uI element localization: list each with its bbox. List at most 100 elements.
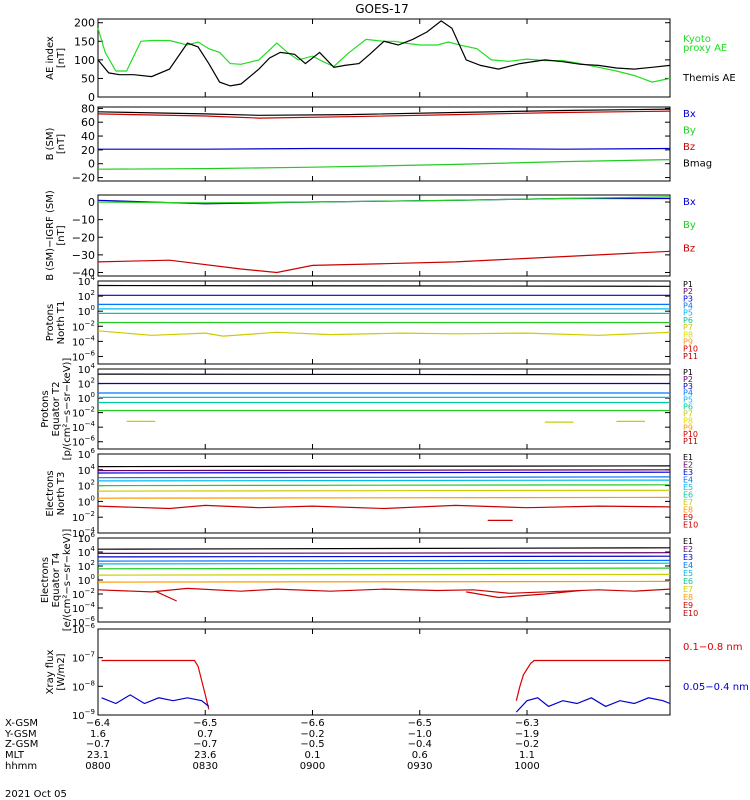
- y-tick-label: −30: [72, 249, 95, 262]
- panel-xray: 10−6 10−7 10−8 10−9 Xray flux[W/m2] 0.1−0.8 n…: [45, 622, 749, 722]
- series-line-e6: [97, 567, 671, 570]
- panel-frame: [97, 368, 671, 450]
- panel-frame: [97, 106, 671, 182]
- series-line-themis-ae: [97, 20, 671, 87]
- x-axis-row-label: Y-GSM: [4, 729, 37, 740]
- legend-label: E10: [683, 609, 698, 618]
- y-tick-label: −40: [72, 266, 95, 279]
- legend-label: Themis AE: [682, 73, 736, 84]
- y-tick-label: −10: [72, 214, 95, 227]
- y-axis-label: B (SM)−IGRF (SM)[nT]: [45, 190, 67, 281]
- y-tick-label: 0: [88, 158, 95, 171]
- x-tick-label: −0.2: [300, 729, 324, 740]
- legend-label: P1: [683, 368, 693, 377]
- x-axis-row-label: Z-GSM: [5, 739, 38, 750]
- legend-label: E5: [683, 483, 693, 492]
- y-tick-label: 0: [88, 196, 95, 209]
- legend-label: E3: [683, 553, 693, 562]
- legend-label: By: [683, 125, 696, 136]
- x-tick-label: 1.6: [90, 729, 106, 740]
- y-tick-label: 10−6: [72, 622, 96, 636]
- y-axis-label: Xray flux[W/m2]: [45, 650, 67, 695]
- series-line-p8: [97, 330, 671, 337]
- series-line-0-05-0-4-nm-b: [515, 697, 671, 713]
- series-line-e10a: [154, 590, 177, 602]
- y-tick-label: 40: [81, 130, 95, 143]
- x-tick-label: 0.1: [305, 750, 321, 761]
- date-label: 2021 Oct 05: [5, 789, 67, 800]
- legend-label: P8: [683, 416, 693, 425]
- y-tick-label: 60: [81, 116, 95, 129]
- x-tick-label: 0830: [193, 761, 218, 772]
- series-line-e7: [97, 573, 671, 576]
- series-line-e6: [97, 484, 671, 487]
- legend-label: P5: [683, 309, 693, 318]
- x-tick-label: −1.0: [408, 729, 432, 740]
- legend-label: P9: [683, 423, 693, 432]
- series-line-0-1-0-8-nm: [101, 659, 210, 710]
- y-tick-label: 106: [78, 531, 96, 545]
- x-tick-label: −6.6: [300, 718, 324, 729]
- x-tick-label: −0.7: [193, 739, 217, 750]
- series-line-e9: [97, 587, 671, 594]
- legend-label: By: [683, 220, 696, 231]
- x-tick-label: −0.7: [86, 739, 110, 750]
- y-tick-label: 102: [78, 479, 95, 493]
- legend-label: P2: [683, 375, 693, 384]
- y-tick-label: 102: [78, 289, 95, 303]
- series-line-0-05-0-4-nm: [101, 694, 210, 707]
- y-axis-label: ElectronsEquator T4[e/(cm²−s−sr−keV)]: [40, 529, 73, 632]
- legend-label: E4: [683, 476, 693, 485]
- series-line-e3: [97, 471, 671, 474]
- x-tick-label: −0.2: [515, 739, 539, 750]
- y-tick-label: 10−8: [72, 679, 95, 693]
- legend-label: P4: [683, 302, 693, 311]
- legend-label: E7: [683, 585, 693, 594]
- legend-label: P3: [683, 382, 693, 391]
- panel-frame: [97, 537, 671, 623]
- y-tick-label: 10−2: [72, 319, 95, 333]
- legend-label: E5: [683, 569, 693, 578]
- series-line-e1: [97, 465, 671, 468]
- legend-label: P7: [683, 323, 693, 332]
- legend-label: P6: [683, 316, 693, 325]
- y-tick-label: 10−2: [72, 510, 95, 524]
- x-axis-row-label: MLT: [5, 750, 25, 761]
- x-tick-label: 0930: [407, 761, 432, 772]
- legend-label: proxy AE: [683, 43, 727, 54]
- y-tick-label: −20: [72, 172, 95, 185]
- series-line-e7: [97, 489, 671, 492]
- series-line-bz: [97, 110, 671, 119]
- y-tick-label: 104: [78, 362, 96, 376]
- series-line-p1: [97, 373, 671, 376]
- y-tick-label: −20: [72, 231, 95, 244]
- legend-label: P3: [683, 294, 693, 303]
- x-tick-label: −0.5: [300, 739, 324, 750]
- panel-frame: [97, 194, 671, 277]
- legend-label: P4: [683, 389, 693, 398]
- series-line-e3: [97, 555, 671, 558]
- x-tick-label: 0900: [300, 761, 325, 772]
- series-line-e5: [97, 479, 671, 482]
- y-tick-label: 104: [78, 545, 96, 559]
- y-tick-label: 100: [78, 304, 95, 318]
- y-tick-label: 10−4: [72, 601, 96, 615]
- legend-label: E3: [683, 468, 693, 477]
- x-tick-label: 1.1: [519, 750, 535, 761]
- y-tick-label: 20: [81, 144, 95, 157]
- y-tick-label: 104: [78, 463, 96, 477]
- x-tick-label: −6.5: [408, 718, 432, 729]
- legend-label: E6: [683, 577, 693, 586]
- legend-label: Bmag: [683, 158, 712, 169]
- series-line-e1: [97, 547, 671, 550]
- legend-label: 0.05−0.4 nm: [683, 682, 749, 693]
- legend-label: E8: [683, 506, 693, 515]
- x-axis-row-label: hhmm: [5, 761, 37, 772]
- y-tick-label: 104: [78, 274, 96, 288]
- y-tick-label: 10−4: [72, 334, 96, 348]
